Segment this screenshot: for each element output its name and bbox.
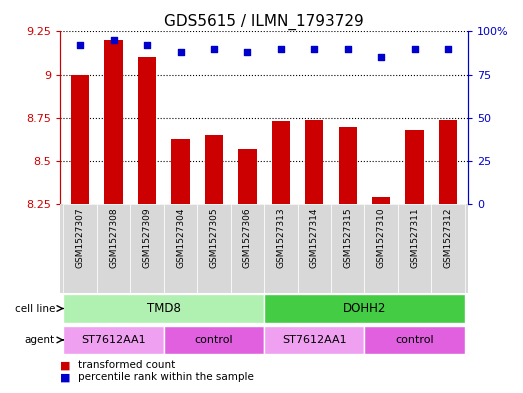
Text: control: control: [395, 335, 434, 345]
Bar: [305, 119, 323, 204]
Bar: [231, 204, 264, 293]
Text: GSM1527314: GSM1527314: [310, 207, 319, 268]
Bar: [63, 294, 264, 323]
Text: GSM1527305: GSM1527305: [209, 207, 219, 268]
Bar: [164, 326, 264, 354]
Bar: [63, 204, 97, 293]
Text: TMD8: TMD8: [147, 302, 181, 315]
Point: [176, 49, 185, 55]
Bar: [97, 204, 130, 293]
Text: GSM1527310: GSM1527310: [377, 207, 385, 268]
Bar: [130, 204, 164, 293]
Bar: [71, 75, 89, 204]
Bar: [338, 127, 357, 204]
Bar: [439, 119, 457, 204]
Text: transformed count: transformed count: [78, 360, 176, 371]
Bar: [172, 139, 190, 204]
Point: [344, 46, 352, 52]
Text: DOHH2: DOHH2: [343, 302, 386, 315]
Bar: [398, 204, 431, 293]
Point: [444, 46, 452, 52]
Point: [243, 49, 252, 55]
Bar: [63, 326, 164, 354]
Bar: [365, 204, 398, 293]
Bar: [271, 121, 290, 204]
Bar: [105, 40, 123, 204]
Bar: [197, 204, 231, 293]
Bar: [264, 204, 298, 293]
Text: GSM1527308: GSM1527308: [109, 207, 118, 268]
Text: GSM1527312: GSM1527312: [444, 207, 452, 268]
Point: [210, 46, 218, 52]
Bar: [164, 204, 197, 293]
Point: [377, 54, 385, 61]
Point: [143, 42, 151, 48]
Point: [277, 46, 285, 52]
Text: GSM1527307: GSM1527307: [76, 207, 85, 268]
Text: GSM1527313: GSM1527313: [276, 207, 286, 268]
Text: agent: agent: [25, 335, 55, 345]
Title: GDS5615 / ILMN_1793729: GDS5615 / ILMN_1793729: [164, 14, 364, 30]
Point: [310, 46, 319, 52]
Text: cell line: cell line: [15, 303, 55, 314]
Text: ■: ■: [60, 372, 71, 382]
Text: GSM1527306: GSM1527306: [243, 207, 252, 268]
Text: ■: ■: [60, 360, 71, 371]
Text: GSM1527304: GSM1527304: [176, 207, 185, 268]
Bar: [365, 326, 465, 354]
Bar: [238, 149, 257, 204]
Point: [109, 37, 118, 43]
Point: [411, 46, 419, 52]
Text: GSM1527311: GSM1527311: [410, 207, 419, 268]
Bar: [264, 294, 465, 323]
Text: control: control: [195, 335, 233, 345]
Bar: [405, 130, 424, 204]
Text: GSM1527315: GSM1527315: [343, 207, 352, 268]
Bar: [431, 204, 465, 293]
Text: ST7612AA1: ST7612AA1: [282, 335, 347, 345]
Bar: [264, 326, 365, 354]
Bar: [331, 204, 365, 293]
Bar: [372, 197, 390, 204]
Text: GSM1527309: GSM1527309: [143, 207, 152, 268]
Point: [76, 42, 84, 48]
Text: ST7612AA1: ST7612AA1: [82, 335, 146, 345]
Bar: [205, 135, 223, 204]
Bar: [138, 57, 156, 204]
Text: percentile rank within the sample: percentile rank within the sample: [78, 372, 254, 382]
Bar: [298, 204, 331, 293]
